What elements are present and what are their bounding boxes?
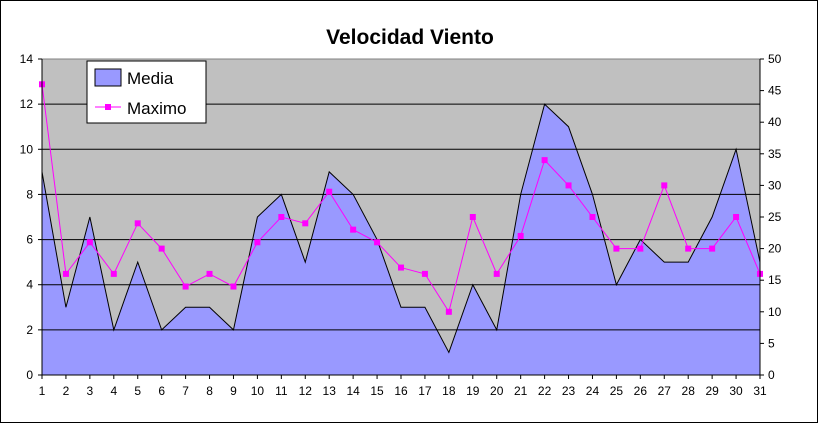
series-maximo-point (637, 245, 644, 252)
series-maximo-point (421, 270, 428, 277)
y-right-tick-label: 30 (768, 178, 782, 192)
x-tick-label: 20 (490, 384, 504, 398)
series-maximo-point (565, 182, 572, 189)
series-maximo-point (182, 283, 189, 290)
chart-title: Velocidad Viento (326, 26, 494, 49)
series-maximo-point (86, 239, 93, 246)
series-maximo-point (230, 283, 237, 290)
series-maximo-point (254, 239, 261, 246)
y-left-tick-label: 2 (26, 323, 33, 337)
x-tick-label: 22 (538, 384, 552, 398)
y-left-tick-label: 10 (20, 142, 34, 156)
y-right-tick-label: 20 (768, 242, 782, 256)
x-tick-label: 13 (323, 384, 337, 398)
series-media-area (42, 104, 760, 376)
series-maximo-point (206, 270, 213, 277)
x-tick-label: 15 (370, 384, 384, 398)
x-tick-label: 24 (586, 384, 600, 398)
legend-label-maximo: Maximo (127, 99, 187, 118)
y-left-tick-label: 14 (20, 52, 34, 66)
x-tick-label: 6 (158, 384, 165, 398)
series-maximo-point (445, 308, 452, 315)
series-maximo-point (661, 182, 668, 189)
x-tick-label: 18 (442, 384, 456, 398)
series-maximo-point (541, 157, 548, 164)
x-tick-label: 27 (658, 384, 672, 398)
x-tick-label: 23 (562, 384, 576, 398)
x-tick-label: 31 (753, 384, 767, 398)
y-left-tick-label: 4 (26, 278, 33, 292)
x-tick-label: 7 (182, 384, 189, 398)
series-maximo-point (326, 188, 333, 195)
series-maximo-point (685, 245, 692, 252)
y-right-tick-label: 0 (768, 368, 775, 382)
x-tick-label: 8 (206, 384, 213, 398)
x-tick-label: 16 (394, 384, 408, 398)
series-maximo-point (374, 239, 381, 246)
x-tick-label: 30 (729, 384, 743, 398)
y-left-tick-label: 8 (26, 187, 33, 201)
series-maximo-point (709, 245, 716, 252)
y-right-tick-label: 10 (768, 305, 782, 319)
series-maximo-point (278, 214, 285, 220)
series-maximo-point (134, 220, 141, 227)
series-maximo-point (613, 245, 620, 252)
x-tick-label: 19 (466, 384, 480, 398)
x-tick-label: 21 (514, 384, 528, 398)
y-left-tick-label: 0 (26, 368, 33, 382)
series-media-outline (41, 103, 761, 354)
series-maximo-point (62, 270, 69, 277)
y-left-tick-label: 6 (26, 233, 33, 247)
x-tick-label: 25 (610, 384, 624, 398)
x-tick-label: 17 (418, 384, 432, 398)
x-tick-label: 4 (110, 384, 117, 398)
series-maximo-point (733, 214, 740, 220)
legend-marker-maximo (105, 104, 111, 110)
x-tick-label: 28 (682, 384, 696, 398)
y-right-tick-label: 45 (768, 84, 782, 98)
y-right-tick-label: 15 (768, 273, 782, 287)
x-tick-label: 26 (634, 384, 648, 398)
legend-label-media: Media (127, 69, 174, 88)
x-tick-label: 1 (39, 384, 46, 398)
series-maximo-point (350, 226, 357, 233)
y-right-tick-label: 5 (768, 336, 775, 350)
y-right-tick-label: 35 (768, 147, 782, 161)
y-left-tick-label: 12 (20, 97, 34, 111)
y-right-tick-label: 40 (768, 115, 782, 129)
plot-area (39, 58, 763, 376)
x-tick-label: 14 (346, 384, 360, 398)
series-maximo-point (398, 264, 404, 271)
series-maximo-point (589, 214, 596, 220)
x-tick-label: 12 (299, 384, 313, 398)
series-maximo-point (302, 220, 309, 227)
legend-swatch-media (94, 68, 122, 87)
y-right-tick-label: 25 (768, 210, 782, 224)
legend: Media Maximo (86, 60, 207, 124)
series-maximo-point (493, 270, 500, 277)
x-tick-label: 2 (63, 384, 70, 398)
series-maximo-point (158, 245, 165, 252)
x-tick-label: 29 (705, 384, 719, 398)
x-tick-label: 5 (134, 384, 141, 398)
x-tick-label: 3 (87, 384, 94, 398)
y-right-tick-label: 50 (768, 52, 782, 66)
series-maximo-point (110, 270, 117, 277)
x-tick-label: 11 (275, 384, 288, 398)
series-maximo-point (517, 232, 524, 239)
x-tick-label: 9 (230, 384, 237, 398)
x-tick-label: 10 (251, 384, 265, 398)
series-maximo-point (469, 214, 476, 220)
